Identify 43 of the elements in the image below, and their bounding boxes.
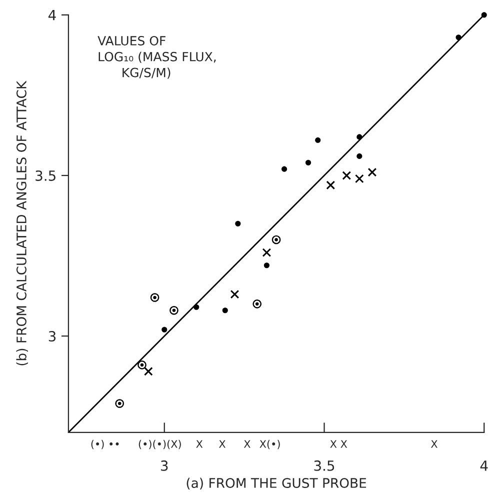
point (282, 166, 288, 172)
y-tick-label: 3.5 (36, 170, 56, 181)
text: X (196, 440, 203, 448)
point (356, 153, 362, 159)
text: •• (110, 442, 119, 446)
point (272, 235, 281, 244)
point (456, 34, 462, 40)
x-tick-label: 3 (161, 460, 168, 471)
text: X X (330, 440, 348, 448)
point (252, 300, 262, 308)
point (262, 248, 272, 257)
point (356, 134, 362, 140)
point (138, 360, 146, 370)
text: X (218, 440, 226, 448)
x-tick-label: 3.5 (314, 460, 334, 471)
point (354, 174, 364, 184)
y-tick-label: 4 (48, 10, 56, 20)
annotation: VALUES OF LOG₁₀ (MASS FLUX, KG/S/M) (98, 36, 216, 79)
x-tick-label: 4 (480, 460, 488, 471)
point (170, 306, 178, 315)
point (162, 326, 168, 332)
point (115, 399, 124, 408)
point (315, 137, 321, 143)
point (305, 160, 312, 166)
y-axis-title: (b) FROM CALCULATED ANGLES OF ATTACK (16, 80, 28, 366)
text: X (430, 440, 438, 448)
point (230, 290, 240, 299)
point (194, 304, 200, 310)
point (264, 262, 270, 268)
y-tick-label: 3 (48, 331, 56, 342)
point (326, 180, 336, 190)
x-axis-title: (a) FROM THE GUST PROBE (186, 478, 366, 490)
point (144, 366, 153, 376)
point (222, 308, 228, 314)
text: X(•) (260, 440, 280, 450)
text: (•)(•)(X) (138, 440, 181, 450)
point (150, 293, 160, 302)
point (235, 220, 241, 226)
point (481, 12, 487, 18)
point (342, 171, 352, 180)
text: X (244, 440, 250, 448)
point (368, 168, 377, 177)
text: (•) (91, 440, 104, 450)
